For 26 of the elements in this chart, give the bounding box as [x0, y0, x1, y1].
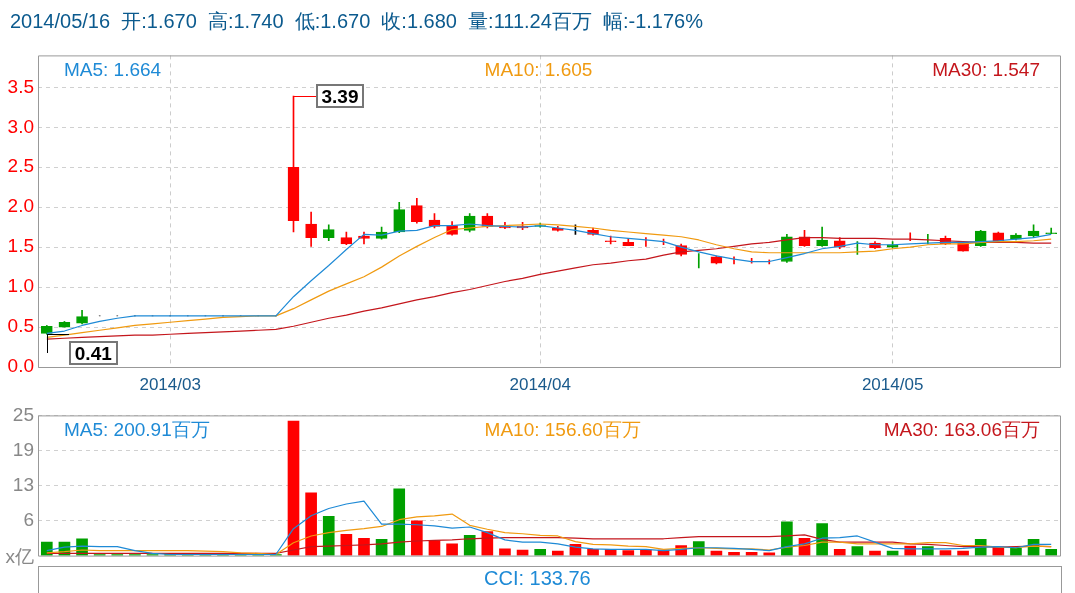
text: MA30: 163.06百万 — [883, 418, 1040, 440]
annotation: 0.41 — [68, 341, 118, 366]
x-tick-label: 2014/05 — [861, 374, 924, 394]
annotation: 3.39 — [315, 84, 365, 109]
y-tick-label: 13 — [12, 473, 34, 495]
text: MA10: 1.605 — [484, 58, 593, 80]
y-tick-label: 1.0 — [7, 275, 34, 297]
text: MA10: 156.60百万 — [484, 418, 641, 440]
text: MA5: 200.91百万 — [64, 418, 210, 440]
y-tick-label: 25 — [12, 403, 34, 425]
y-tick-label: 19 — [12, 438, 34, 460]
y-axis-title: x亿 — [5, 545, 34, 567]
y-tick-label: 2.0 — [7, 195, 34, 217]
y-tick-label: 3.0 — [7, 115, 34, 137]
text: MA30: 1.547 — [932, 58, 1040, 80]
chart-title: 2014/05/16 开:1.670 高:1.740 低:1.670 收:1.680 量:111.24百万 幅:-1.176% — [10, 9, 704, 34]
text: CCI: 133.76 — [484, 567, 591, 590]
y-tick-label: 3.5 — [7, 75, 34, 97]
y-tick-label: 1.5 — [7, 235, 34, 257]
y-tick-label: 0.5 — [7, 315, 34, 337]
y-tick-label: 2.5 — [7, 155, 34, 177]
y-tick-label: 6 — [23, 508, 34, 530]
x-tick-label: 2014/04 — [509, 374, 571, 394]
text: MA5: 1.664 — [64, 58, 162, 80]
y-tick-label: 0.0 — [7, 355, 34, 377]
x-tick-label: 2014/03 — [139, 374, 201, 394]
